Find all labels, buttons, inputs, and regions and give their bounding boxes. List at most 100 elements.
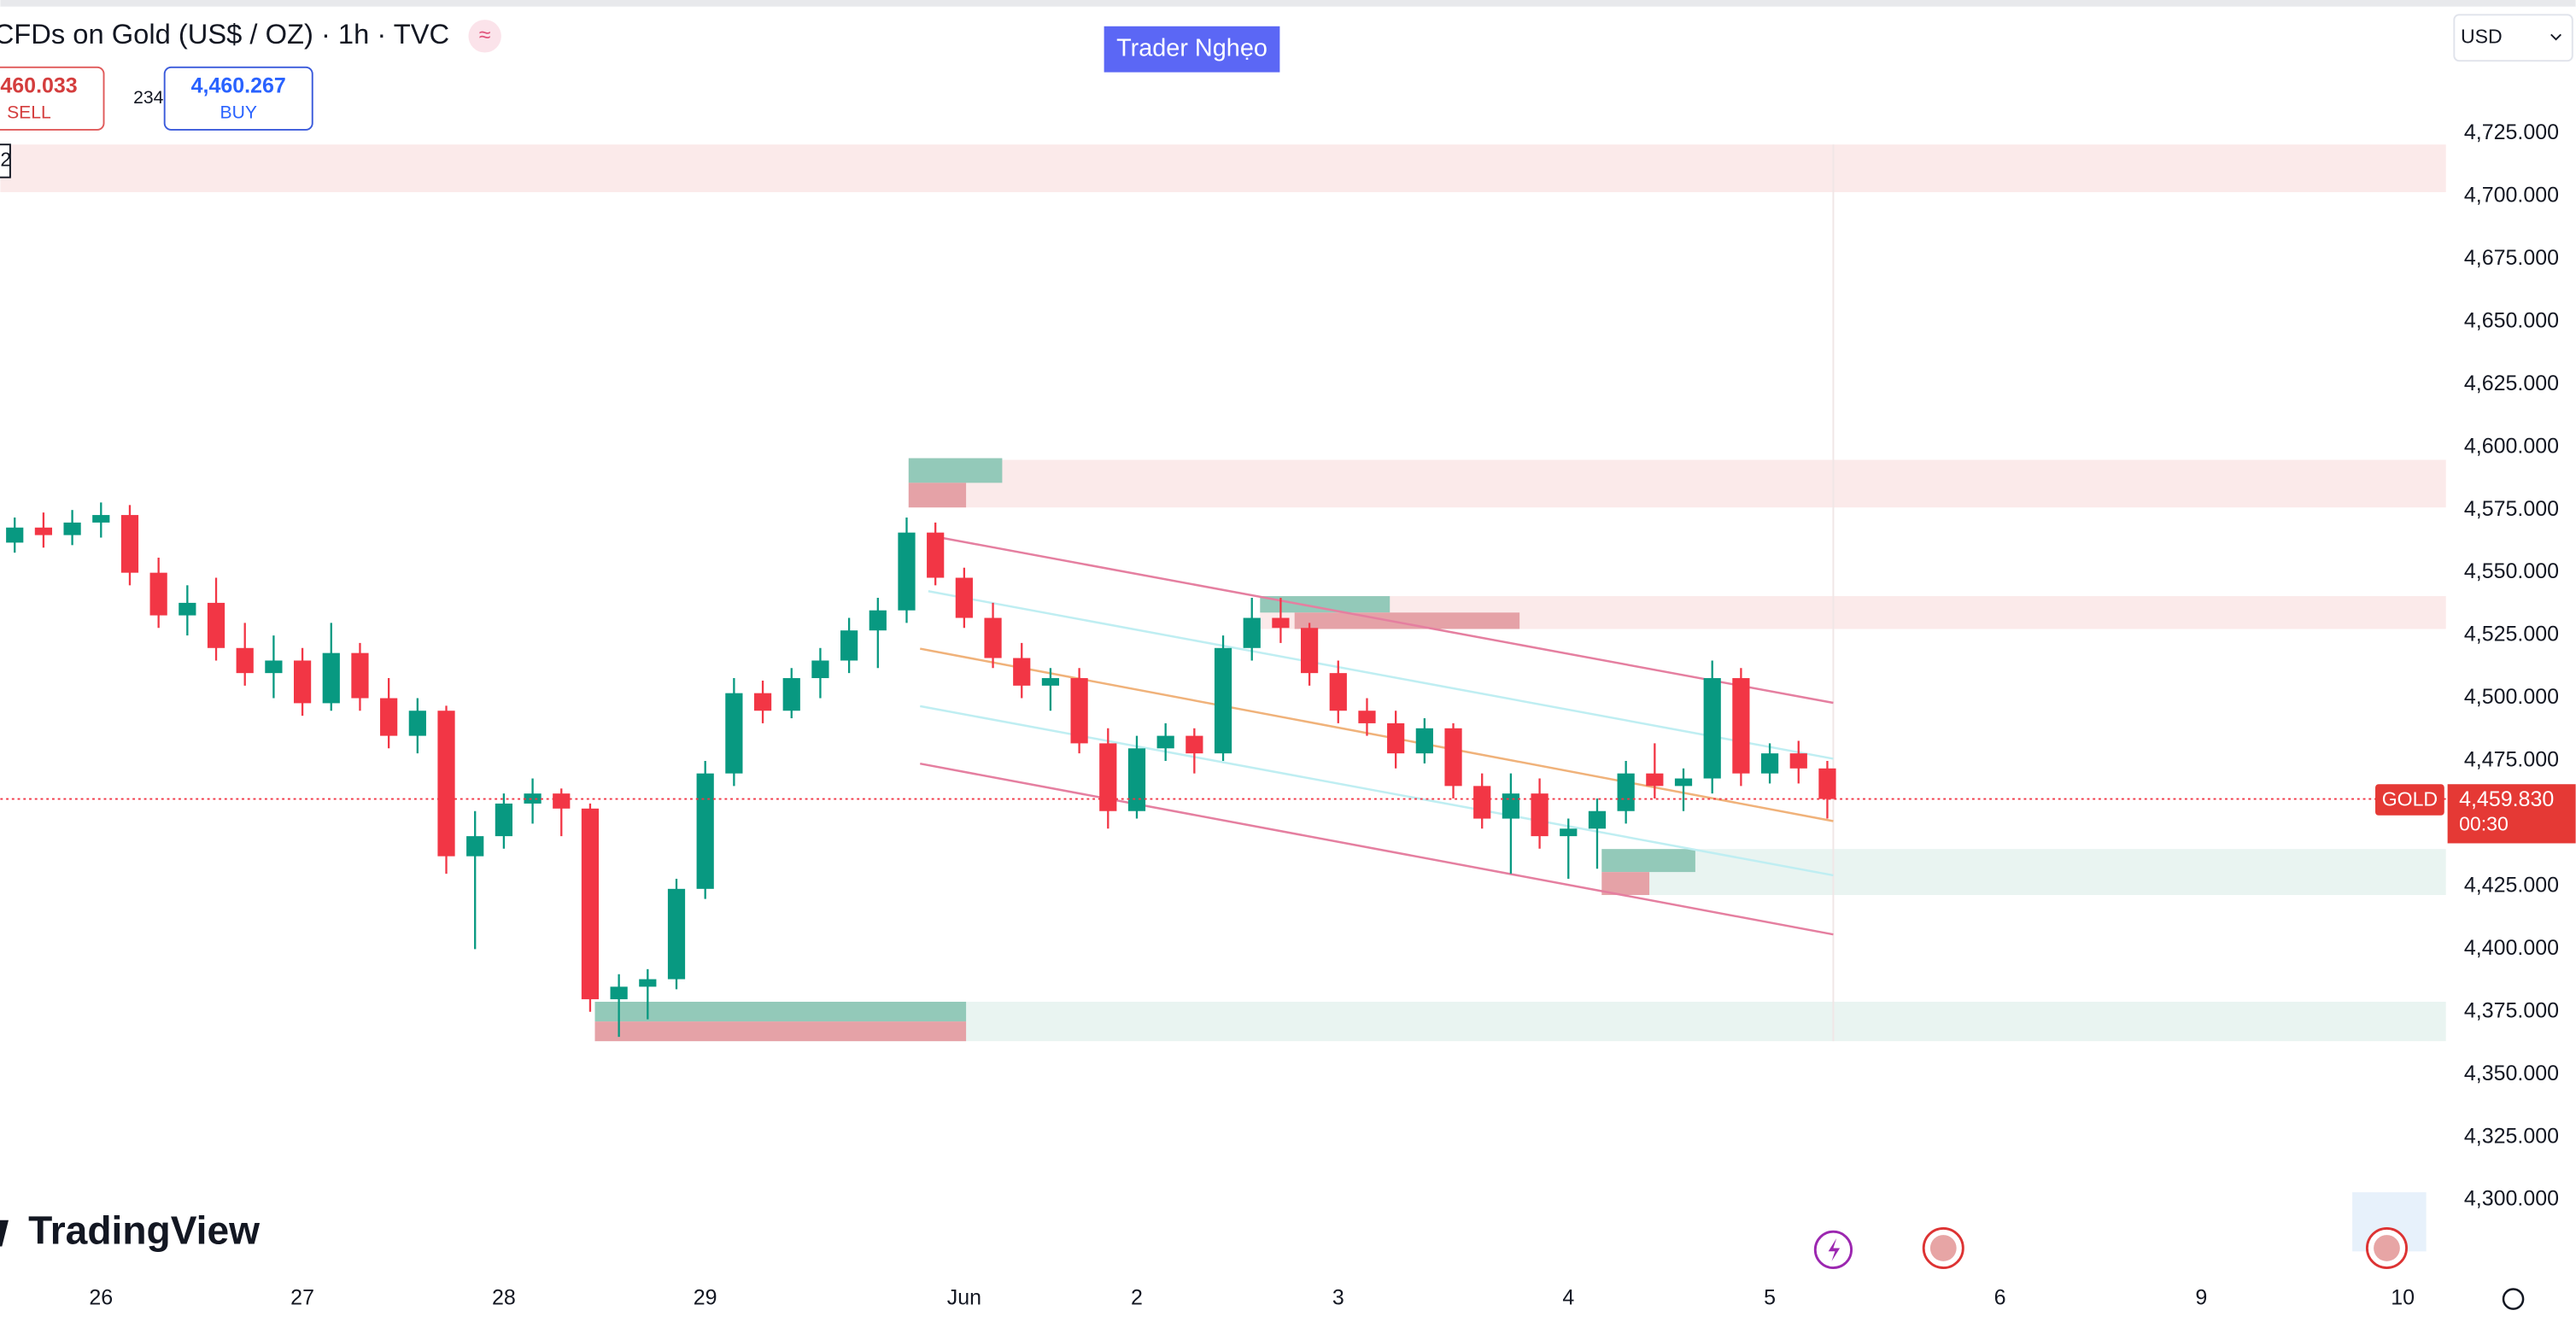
candle-body xyxy=(1186,735,1203,754)
zone-block xyxy=(1294,612,1520,629)
x-tick-label: 5 xyxy=(1764,1286,1776,1310)
candle-body xyxy=(927,532,945,578)
y-tick-label: 4,550.000 xyxy=(2464,559,2559,583)
logo-icon xyxy=(0,1220,9,1247)
channel xyxy=(920,534,1834,936)
candle-body xyxy=(1473,786,1491,819)
candle-body xyxy=(408,711,426,736)
y-tick-label: 4,400.000 xyxy=(2464,936,2559,960)
buy-price: 4,460.267 xyxy=(191,74,286,98)
candle-body xyxy=(1272,617,1290,629)
candle-body xyxy=(667,888,686,980)
candle-body xyxy=(1041,678,1060,686)
candle-body xyxy=(753,693,772,711)
price-label-box xyxy=(2447,784,2576,844)
candle-body xyxy=(63,522,81,535)
y-tick-label: 4,300.000 xyxy=(2464,1187,2559,1211)
y-tick-label: 4,675.000 xyxy=(2464,246,2559,270)
channel-line xyxy=(920,762,1834,936)
flag-fill xyxy=(1929,1235,1957,1261)
zone-block xyxy=(1260,596,1390,613)
x-tick-label: 6 xyxy=(1994,1286,2006,1310)
candle-body xyxy=(1013,658,1031,686)
candle-body xyxy=(179,602,196,616)
zone xyxy=(1601,849,2446,896)
x-tick-label: 27 xyxy=(290,1286,314,1310)
flag-fill xyxy=(2374,1235,2400,1261)
channel-line xyxy=(928,534,1834,705)
candle-body xyxy=(1617,773,1635,811)
zone-block xyxy=(594,1002,967,1022)
x-tick-label: Jun xyxy=(947,1286,981,1310)
y-tick-label: 4,600.000 xyxy=(2464,434,2559,458)
left-marker-box xyxy=(0,143,11,178)
candle-body xyxy=(955,577,973,618)
plot xyxy=(0,502,2446,1038)
x-tick-label: 9 xyxy=(2195,1286,2207,1310)
candle-body xyxy=(1502,793,1520,819)
zone-block xyxy=(1601,849,1695,873)
sell-price: 460.033 xyxy=(0,74,77,98)
watermark: TradingView xyxy=(28,1208,260,1252)
candle-body xyxy=(92,515,110,523)
currency-select[interactable] xyxy=(2453,14,2573,62)
buy-label: BUY xyxy=(220,102,256,122)
candle-body xyxy=(1531,793,1549,837)
candle-body xyxy=(1789,753,1807,769)
zones xyxy=(0,144,2446,1042)
candle-body xyxy=(466,836,484,857)
currency: USD xyxy=(2461,25,2503,47)
left-marker: 2 xyxy=(0,149,11,171)
buy-button[interactable] xyxy=(163,66,313,131)
candle-body xyxy=(696,773,714,889)
top-strip xyxy=(0,0,2576,7)
zone-block xyxy=(594,1021,967,1042)
badge xyxy=(1104,26,1280,73)
candle-body xyxy=(1300,628,1319,674)
y-tick-label: 4,325.000 xyxy=(2464,1124,2559,1148)
y-tick-label: 4,575.000 xyxy=(2464,497,2559,521)
candle-body xyxy=(1156,735,1174,749)
channel-inner xyxy=(928,590,1834,760)
candle-body xyxy=(236,647,254,674)
candle-body xyxy=(1070,678,1088,744)
candle-body xyxy=(1646,773,1664,787)
candle-body xyxy=(1444,728,1462,787)
candle-body xyxy=(1588,810,1607,829)
x-tick-label: 4 xyxy=(1562,1286,1574,1310)
symbol-label-box xyxy=(2375,784,2444,816)
zone-block xyxy=(908,458,1003,483)
symbol-label: GOLD xyxy=(2382,788,2438,810)
candle-body xyxy=(207,602,225,648)
candle-body xyxy=(1243,617,1261,648)
candle-body xyxy=(1560,828,1578,837)
candle-body xyxy=(495,803,512,837)
y-tick-label: 4,700.000 xyxy=(2464,184,2559,208)
y-tick-label: 4,625.000 xyxy=(2464,371,2559,395)
candle-body xyxy=(811,660,829,679)
sell-label: SELL xyxy=(7,102,51,122)
settings-icon[interactable] xyxy=(2502,1288,2525,1310)
candle-body xyxy=(1703,678,1721,779)
candle-body xyxy=(1214,647,1232,754)
x-tick-label: 2 xyxy=(1131,1286,1143,1310)
price-label: 4,459.830 xyxy=(2459,787,2554,811)
x-tick-label: 10 xyxy=(2391,1286,2415,1310)
indicator-icon xyxy=(468,20,501,53)
candle-body xyxy=(1760,753,1779,774)
candle-body xyxy=(437,711,455,857)
y-tick-label: 4,475.000 xyxy=(2464,748,2559,772)
candle-body xyxy=(120,515,139,573)
x-tick-label: 26 xyxy=(89,1286,113,1310)
y-tick-label: 4,525.000 xyxy=(2464,623,2559,646)
candle-body xyxy=(1127,748,1146,811)
channel-mid xyxy=(920,647,1834,822)
candle-body xyxy=(524,793,542,804)
candle-body xyxy=(639,979,657,987)
candle-body xyxy=(265,660,283,674)
y-tick-label: 4,375.000 xyxy=(2464,998,2559,1022)
sell-button[interactable] xyxy=(0,66,105,131)
candle-body xyxy=(351,652,369,699)
candle-body xyxy=(1415,728,1433,754)
